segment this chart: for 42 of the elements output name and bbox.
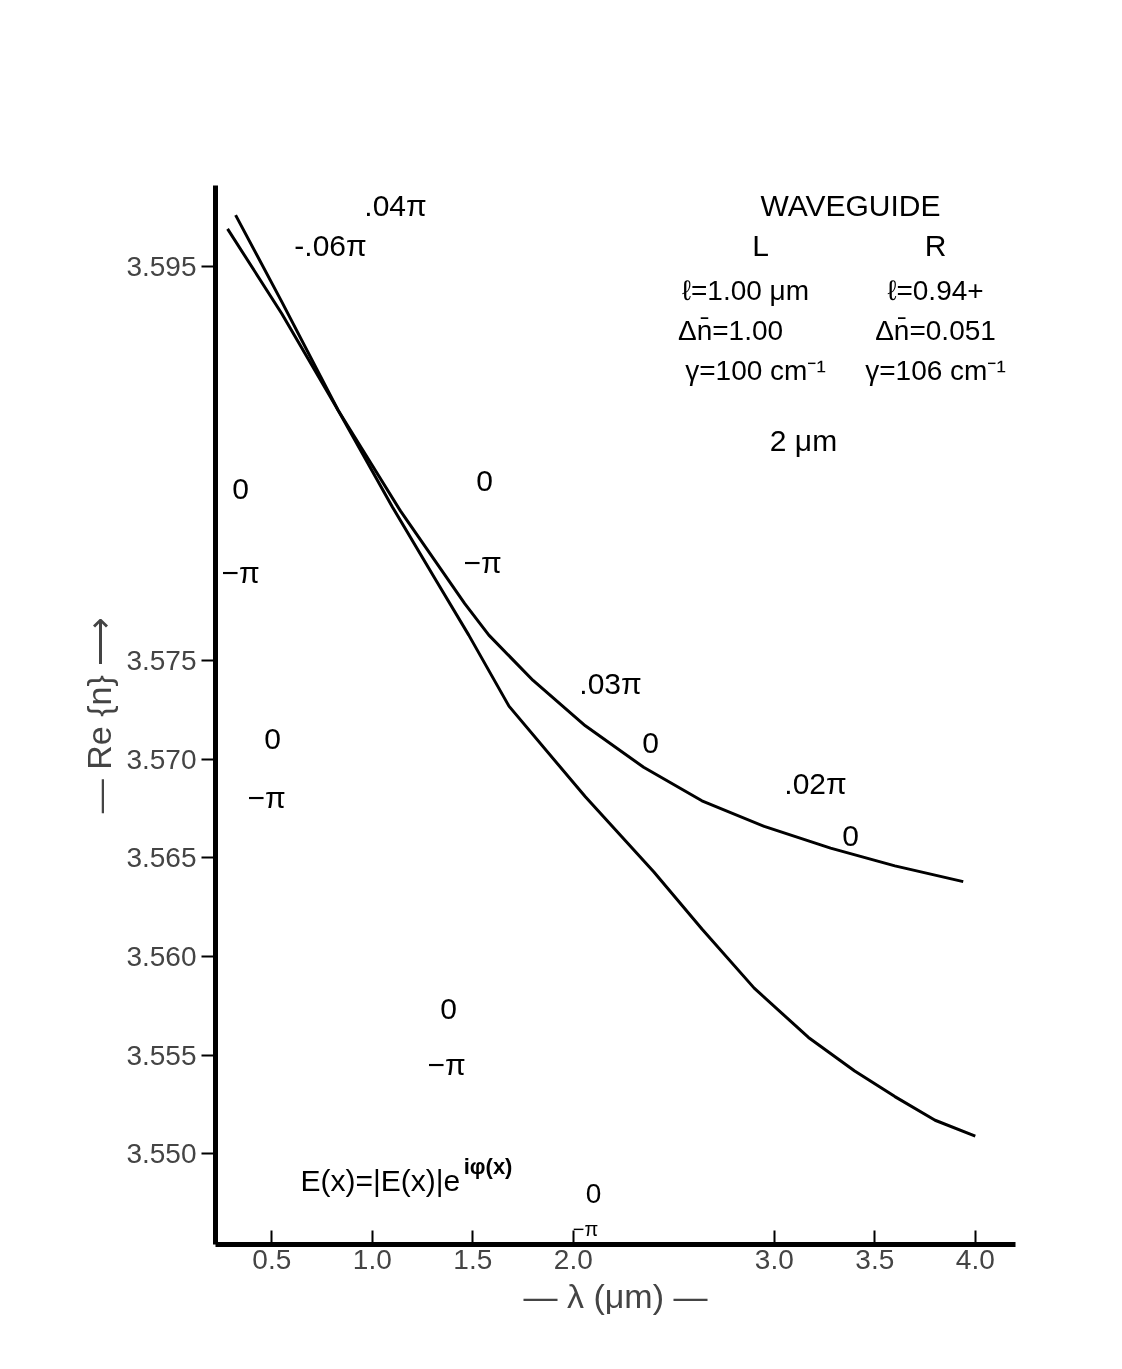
- y-axis-title: — Re {n} ⟶: [80, 616, 119, 814]
- annotation: .04π: [364, 189, 427, 222]
- annotation: −π: [463, 546, 502, 579]
- x-tick-label: 0.5: [252, 1243, 292, 1275]
- annotation: 0: [440, 991, 457, 1025]
- annotation: R: [924, 229, 947, 262]
- x-tick-label: 4.0: [955, 1243, 995, 1275]
- annotation: ℓ=1.00 μm: [681, 275, 810, 306]
- annotation: −π: [247, 781, 286, 814]
- y-tick-label: 3.570: [126, 743, 197, 775]
- annotation: ℓ=0.94+: [887, 275, 984, 306]
- y-tick-label: 3.560: [126, 941, 197, 973]
- y-tick-label: 3.555: [126, 1039, 197, 1071]
- x-tick-label: 2.0: [553, 1243, 593, 1275]
- annotation: WAVEGUIDE: [760, 189, 941, 222]
- x-tick-label: 3.5: [855, 1243, 895, 1275]
- annotation: −π: [427, 1048, 466, 1081]
- x-tick-label: 3.0: [754, 1243, 794, 1275]
- annotation: .02π: [784, 767, 847, 800]
- annotation: L: [752, 229, 769, 262]
- x-axis-title: — λ (μm) —: [523, 1276, 708, 1315]
- annotation: 0: [585, 1178, 602, 1209]
- annotation: Δn̄=0.051: [875, 315, 996, 346]
- y-tick-label: 3.550: [126, 1138, 197, 1170]
- annotation: γ=106 cm⁻¹: [865, 355, 1006, 386]
- x-tick-label: 1.0: [352, 1243, 392, 1275]
- annotation: 0: [842, 818, 859, 852]
- annotation: 2 μm: [769, 424, 838, 457]
- annotation: .03π: [579, 667, 642, 700]
- y-tick-label: 3.565: [126, 842, 197, 874]
- annotation: 0: [642, 725, 659, 759]
- annotation: 0: [476, 463, 493, 497]
- y-tick-label: 3.575: [126, 645, 197, 677]
- annotation: −π: [572, 1217, 599, 1240]
- annotation: Δn̄=1.00: [677, 315, 784, 346]
- y-tick-label: 3.595: [126, 250, 197, 282]
- annotation: −π: [221, 556, 260, 589]
- annotation: 0: [264, 721, 281, 755]
- x-tick-label: 1.5: [453, 1243, 493, 1275]
- annotation: 0: [232, 471, 249, 505]
- annotation: -.06π: [294, 229, 367, 262]
- annotation: γ=100 cm⁻¹: [685, 355, 826, 386]
